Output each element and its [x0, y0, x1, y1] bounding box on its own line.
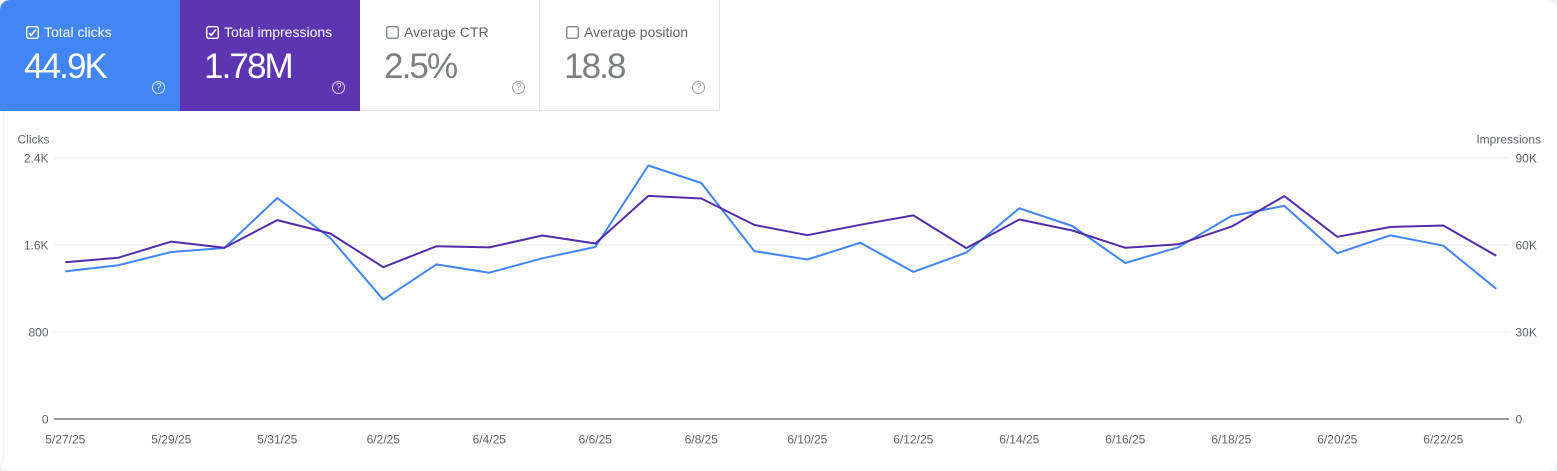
- svg-text:800: 800: [28, 326, 48, 340]
- svg-text:60K: 60K: [1516, 239, 1537, 253]
- svg-text:Clicks: Clicks: [18, 133, 50, 147]
- svg-text:6/16/25: 6/16/25: [1105, 433, 1145, 447]
- svg-text:6/12/25: 6/12/25: [893, 433, 933, 447]
- svg-text:Impressions: Impressions: [1476, 133, 1541, 147]
- svg-text:6/10/25: 6/10/25: [787, 433, 827, 447]
- svg-text:6/2/25: 6/2/25: [367, 433, 401, 447]
- svg-text:6/8/25: 6/8/25: [685, 433, 719, 447]
- svg-text:1.6K: 1.6K: [24, 239, 49, 253]
- svg-text:0: 0: [1516, 413, 1523, 427]
- svg-text:6/14/25: 6/14/25: [999, 433, 1039, 447]
- svg-text:6/22/25: 6/22/25: [1423, 433, 1463, 447]
- svg-text:2.4K: 2.4K: [24, 152, 49, 166]
- svg-text:6/20/25: 6/20/25: [1317, 433, 1357, 447]
- svg-text:0: 0: [42, 413, 49, 427]
- svg-text:5/27/25: 5/27/25: [45, 433, 85, 447]
- svg-text:5/29/25: 5/29/25: [151, 433, 191, 447]
- svg-text:90K: 90K: [1516, 152, 1537, 166]
- svg-text:5/31/25: 5/31/25: [257, 433, 297, 447]
- svg-text:6/4/25: 6/4/25: [473, 433, 507, 447]
- svg-text:30K: 30K: [1516, 326, 1537, 340]
- svg-text:6/6/25: 6/6/25: [579, 433, 613, 447]
- svg-text:6/18/25: 6/18/25: [1211, 433, 1251, 447]
